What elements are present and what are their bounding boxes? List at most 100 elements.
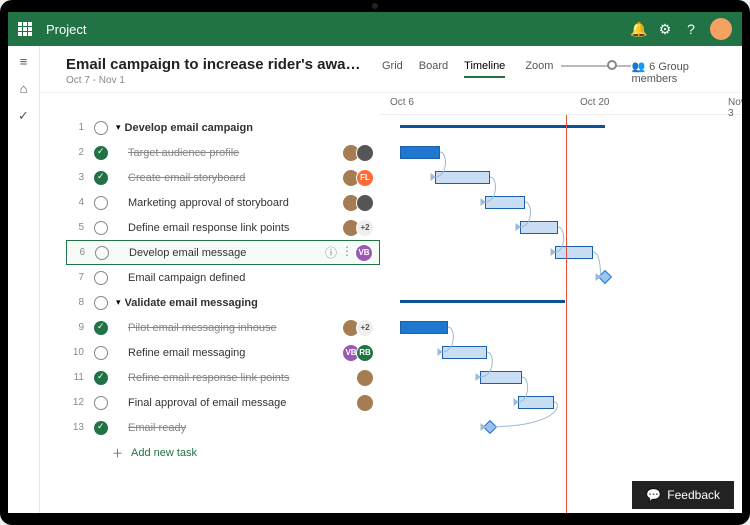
task-bar[interactable] <box>400 146 440 159</box>
assignees[interactable]: FL <box>346 169 374 187</box>
task-checkbox[interactable] <box>94 221 108 235</box>
task-name: Email campaign defined <box>128 272 380 284</box>
help-icon[interactable]: ? <box>678 21 704 37</box>
zoom-control: Zoom <box>525 56 631 72</box>
feedback-button[interactable]: 💬 Feedback <box>632 481 734 509</box>
task-name: Pilot email messaging inhouse <box>128 322 346 334</box>
task-checkbox[interactable] <box>94 321 108 335</box>
task-name: Develop email campaign <box>125 122 380 134</box>
milestone[interactable] <box>598 270 612 284</box>
task-bar[interactable] <box>555 246 593 259</box>
task-checkbox[interactable] <box>94 346 108 360</box>
home-icon[interactable]: ⌂ <box>20 81 28 96</box>
assignee-avatar: FL <box>356 169 374 187</box>
assignees[interactable] <box>360 369 374 387</box>
chat-icon: 💬 <box>646 488 661 502</box>
task-row[interactable]: 12Final approval of email message <box>66 390 380 415</box>
user-avatar[interactable] <box>710 18 732 40</box>
task-checkbox[interactable] <box>94 421 108 435</box>
assignee-avatar <box>356 194 374 212</box>
task-row[interactable]: 7 Email campaign defined <box>66 265 380 290</box>
more-icon[interactable]: ⋮ <box>341 244 353 261</box>
settings-icon[interactable]: ⚙ <box>652 21 678 38</box>
task-row[interactable]: 11 Refine email response link points <box>66 365 380 390</box>
notifications-icon[interactable]: 🔔 <box>626 21 652 38</box>
milestone[interactable] <box>483 420 497 434</box>
task-row[interactable]: 2Target audience profile <box>66 140 380 165</box>
task-bar[interactable] <box>518 396 554 409</box>
collapse-icon[interactable]: ▾ <box>116 122 121 133</box>
task-row[interactable]: 13Email ready <box>66 415 380 440</box>
task-name: Create email storyboard <box>128 172 346 184</box>
zoom-slider[interactable] <box>561 65 631 67</box>
assignees[interactable]: VB <box>359 244 373 262</box>
task-row[interactable]: 6Develop email messageⓘ⋮VB <box>66 240 380 265</box>
assignee-avatar: VB <box>355 244 373 262</box>
assignees[interactable]: VBRB <box>346 344 374 362</box>
check-icon[interactable]: ✓ <box>18 108 29 124</box>
add-task-button[interactable]: ＋Add new task <box>66 440 380 465</box>
task-row[interactable]: 10 Refine email messagingVBRB <box>66 340 380 365</box>
assignees[interactable]: +2 <box>346 219 374 237</box>
menu-icon[interactable]: ≡ <box>20 54 28 69</box>
view-tab-board[interactable]: Board <box>419 60 448 78</box>
more-assignees-badge: +2 <box>356 219 374 237</box>
task-bar[interactable] <box>485 196 525 209</box>
task-checkbox[interactable] <box>94 271 108 285</box>
row-number: 13 <box>66 422 84 433</box>
assignees[interactable] <box>346 194 374 212</box>
task-list: 1▾Develop email campaign2Target audience… <box>40 93 380 513</box>
row-number: 4 <box>66 197 84 208</box>
task-name: Define email response link points <box>128 222 346 234</box>
task-row[interactable]: 5Define email response link points+2 <box>66 215 380 240</box>
view-tab-grid[interactable]: Grid <box>382 60 403 78</box>
task-row[interactable]: 4 Marketing approval of storyboard <box>66 190 380 215</box>
task-bar[interactable] <box>400 321 448 334</box>
assignee-avatar <box>356 369 374 387</box>
assignees[interactable] <box>346 144 374 162</box>
collapse-icon[interactable]: ▾ <box>116 297 121 308</box>
task-checkbox[interactable] <box>94 146 108 160</box>
app-launcher-icon[interactable] <box>18 22 32 36</box>
task-bar[interactable] <box>480 371 522 384</box>
timeline-date-label: Oct 20 <box>580 97 609 108</box>
task-name: Refine email messaging <box>128 347 346 359</box>
assignee-avatar <box>356 144 374 162</box>
assignees[interactable]: +2 <box>346 319 374 337</box>
row-number: 7 <box>66 272 84 283</box>
task-checkbox[interactable] <box>94 296 108 310</box>
view-tab-timeline[interactable]: Timeline <box>464 60 505 78</box>
row-number: 11 <box>66 372 84 383</box>
task-checkbox[interactable] <box>94 171 108 185</box>
task-row[interactable]: 9Pilot email messaging inhouse+2 <box>66 315 380 340</box>
project-header: Email campaign to increase rider's aware… <box>40 46 742 93</box>
task-name: Refine email response link points <box>128 372 360 384</box>
task-checkbox[interactable] <box>94 196 108 210</box>
summary-bar[interactable] <box>400 300 565 303</box>
project-date-range: Oct 7 - Nov 1 <box>66 75 366 86</box>
row-number: 10 <box>66 347 84 358</box>
task-row[interactable]: 8▾Validate email messaging <box>66 290 380 315</box>
task-checkbox[interactable] <box>94 121 108 135</box>
timeline-date-label: Nov 3 <box>728 97 742 119</box>
assignees[interactable] <box>360 394 374 412</box>
group-members-button[interactable]: 👥6 Group members <box>631 56 726 85</box>
row-number: 3 <box>66 172 84 183</box>
gantt-chart: Oct 6Oct 20Nov 3 <box>380 93 742 513</box>
task-checkbox[interactable] <box>94 396 108 410</box>
view-tabs: Grid Board Timeline <box>382 56 505 78</box>
summary-bar[interactable] <box>400 125 605 128</box>
app-name: Project <box>46 22 86 37</box>
task-bar[interactable] <box>520 221 558 234</box>
task-checkbox[interactable] <box>95 246 109 260</box>
task-row[interactable]: 1▾Develop email campaign <box>66 115 380 140</box>
task-name: Marketing approval of storyboard <box>128 197 346 209</box>
task-checkbox[interactable] <box>94 371 108 385</box>
info-icon[interactable]: ⓘ <box>325 244 337 261</box>
plus-icon: ＋ <box>112 445 123 461</box>
task-bar[interactable] <box>435 171 490 184</box>
task-bar[interactable] <box>442 346 487 359</box>
task-name: Target audience profile <box>128 147 346 159</box>
app-topbar: Project 🔔 ⚙ ? <box>8 12 742 46</box>
task-row[interactable]: 3 Create email storyboard FL <box>66 165 380 190</box>
